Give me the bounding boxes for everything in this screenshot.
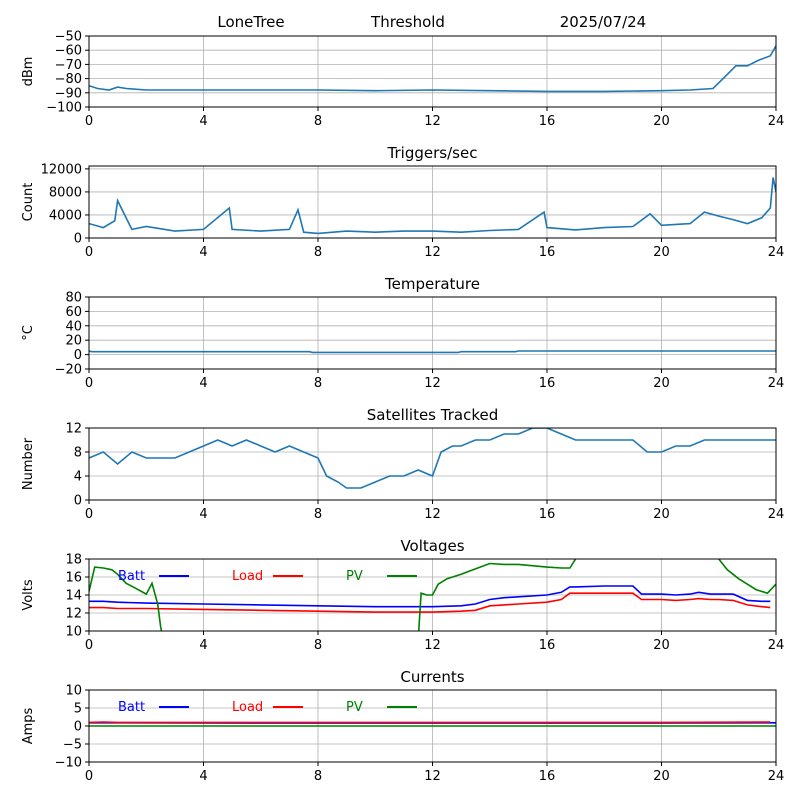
y-tick-label: 18	[65, 553, 82, 568]
y-tick-label: 0	[74, 494, 82, 509]
x-tick-label: 12	[424, 245, 441, 260]
x-tick-label: 8	[314, 638, 322, 653]
y-tick-label: 12000	[41, 162, 82, 177]
y-tick-label: −20	[55, 363, 82, 378]
x-tick-label: 0	[85, 507, 93, 522]
legend-label-pv: PV	[346, 700, 363, 715]
y-tick-label: 0	[74, 232, 82, 247]
x-tick-label: 20	[653, 114, 670, 129]
header-mode: Threshold	[370, 13, 445, 31]
x-tick-label: 16	[539, 507, 556, 522]
header-station: LoneTree	[217, 13, 284, 31]
y-tick-label: 20	[65, 334, 82, 349]
x-tick-label: 16	[539, 769, 556, 784]
y-axis-label: Count	[21, 183, 36, 222]
legend-label-pv: PV	[346, 569, 363, 584]
y-tick-label: 4	[74, 470, 82, 485]
panel-title: Voltages	[400, 537, 464, 555]
legend-label-batt: Batt	[118, 569, 145, 584]
y-tick-label: 8000	[49, 185, 82, 200]
y-tick-label: 16	[65, 571, 82, 586]
x-tick-label: 8	[314, 245, 322, 260]
x-tick-label: 16	[539, 245, 556, 260]
x-tick-label: 12	[424, 114, 441, 129]
x-tick-label: 20	[653, 507, 670, 522]
legend-label-batt: Batt	[118, 700, 145, 715]
legend-label-load: Load	[232, 700, 263, 715]
x-tick-label: 12	[424, 376, 441, 391]
y-tick-label: −50	[55, 30, 82, 45]
y-tick-label: 60	[65, 305, 82, 320]
x-tick-label: 24	[768, 114, 785, 129]
y-tick-label: 0	[74, 720, 82, 735]
x-tick-label: 20	[653, 245, 670, 260]
x-tick-label: 24	[768, 245, 785, 260]
x-tick-label: 4	[199, 114, 207, 129]
y-tick-label: −80	[55, 72, 82, 87]
y-tick-label: 14	[65, 589, 82, 604]
x-tick-label: 12	[424, 638, 441, 653]
y-tick-label: 12	[65, 607, 82, 622]
y-tick-label: 12	[65, 422, 82, 437]
x-tick-label: 8	[314, 769, 322, 784]
y-tick-label: −10	[55, 756, 82, 771]
x-tick-label: 4	[199, 769, 207, 784]
x-tick-label: 4	[199, 376, 207, 391]
x-tick-label: 0	[85, 638, 93, 653]
y-tick-label: 10	[65, 684, 82, 699]
y-tick-label: −60	[55, 44, 82, 59]
panel-title: Temperature	[384, 275, 480, 293]
y-axis-label: °C	[21, 325, 36, 341]
y-tick-label: −5	[63, 738, 82, 753]
x-tick-label: 0	[85, 769, 93, 784]
x-tick-label: 8	[314, 376, 322, 391]
x-tick-label: 16	[539, 638, 556, 653]
header-date: 2025/07/24	[560, 13, 646, 31]
x-tick-label: 4	[199, 245, 207, 260]
y-axis-label: Amps	[21, 707, 36, 744]
y-axis-label: dBm	[21, 57, 36, 87]
x-tick-label: 20	[653, 376, 670, 391]
x-tick-label: 8	[314, 114, 322, 129]
panel-title: Currents	[400, 668, 464, 686]
x-tick-label: 16	[539, 114, 556, 129]
x-tick-label: 4	[199, 638, 207, 653]
y-tick-label: 80	[65, 291, 82, 306]
x-tick-label: 20	[653, 769, 670, 784]
y-tick-label: 5	[74, 702, 82, 717]
x-tick-label: 12	[424, 507, 441, 522]
y-tick-label: 8	[74, 446, 82, 461]
x-tick-label: 20	[653, 638, 670, 653]
y-tick-label: −100	[46, 101, 82, 116]
x-tick-label: 24	[768, 638, 785, 653]
y-tick-label: −90	[55, 86, 82, 101]
y-tick-label: −70	[55, 58, 82, 73]
y-axis-label: Volts	[21, 579, 36, 611]
x-tick-label: 24	[768, 376, 785, 391]
y-axis-label: Number	[21, 437, 36, 490]
x-tick-label: 12	[424, 769, 441, 784]
y-tick-label: 10	[65, 625, 82, 640]
x-tick-label: 0	[85, 245, 93, 260]
y-tick-label: 0	[74, 348, 82, 363]
x-tick-label: 16	[539, 376, 556, 391]
panel-title: Triggers/sec	[387, 144, 478, 162]
x-tick-label: 24	[768, 769, 785, 784]
x-tick-label: 4	[199, 507, 207, 522]
x-tick-label: 8	[314, 507, 322, 522]
legend-label-load: Load	[232, 569, 263, 584]
y-tick-label: 4000	[49, 208, 82, 223]
panel-title: Satellites Tracked	[367, 406, 498, 424]
x-tick-label: 24	[768, 507, 785, 522]
x-tick-label: 0	[85, 114, 93, 129]
x-tick-label: 0	[85, 376, 93, 391]
y-tick-label: 40	[65, 319, 82, 334]
